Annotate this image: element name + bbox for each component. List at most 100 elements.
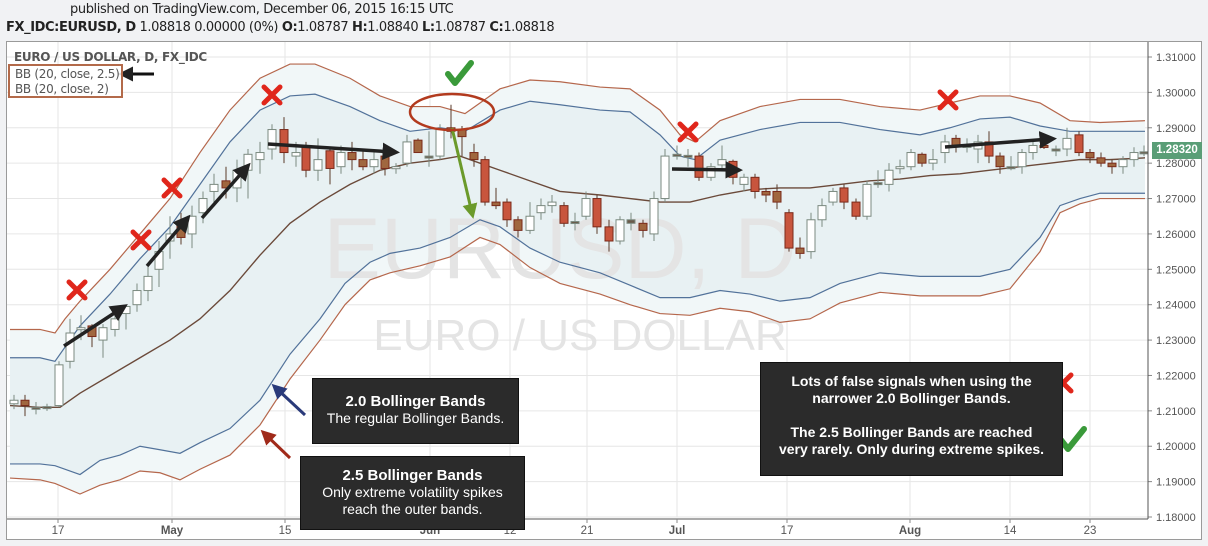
candle-body[interactable] <box>54 364 64 407</box>
note-title: 2.5 Bollinger Bands <box>342 467 483 484</box>
candle-body[interactable] <box>301 146 311 171</box>
candle-body[interactable] <box>660 155 670 200</box>
trend-arrow <box>944 131 1057 149</box>
candle-body[interactable] <box>209 183 219 192</box>
candle-body[interactable] <box>1129 152 1139 161</box>
candle-body[interactable] <box>291 152 301 157</box>
candle-body[interactable] <box>917 153 927 164</box>
candle-body[interactable] <box>424 155 434 159</box>
candle-body[interactable] <box>795 247 805 254</box>
candle-body[interactable] <box>1017 152 1027 168</box>
candle-body[interactable] <box>132 290 142 306</box>
candle-body[interactable] <box>828 190 838 203</box>
candle-body[interactable] <box>739 176 749 185</box>
cross-icon <box>937 89 959 111</box>
candle-body[interactable] <box>469 152 479 161</box>
candle-body[interactable] <box>187 215 197 235</box>
candle-body[interactable] <box>255 152 265 161</box>
candle-body[interactable] <box>325 150 335 169</box>
candle-body[interactable] <box>995 155 1005 168</box>
candle-body[interactable] <box>413 139 423 154</box>
candle-body[interactable] <box>198 198 208 214</box>
candle-body[interactable] <box>98 327 108 341</box>
candle-body[interactable] <box>267 129 277 150</box>
candle-body[interactable] <box>391 166 401 170</box>
candle-body[interactable] <box>884 169 894 185</box>
candle-body[interactable] <box>1085 152 1095 159</box>
candle-body[interactable] <box>638 222 648 231</box>
candle-body[interactable] <box>1139 151 1149 155</box>
candle-body[interactable] <box>1051 148 1061 152</box>
candle-body[interactable] <box>559 205 569 224</box>
candle-body[interactable] <box>839 187 849 203</box>
candle-body[interactable] <box>491 201 501 207</box>
legend-item-bb-2[interactable]: BB (20, close, 2) <box>15 82 109 96</box>
candle-body[interactable] <box>581 198 591 217</box>
candle-body[interactable] <box>336 152 346 168</box>
candle-body[interactable] <box>694 155 704 178</box>
candle-body[interactable] <box>706 166 716 178</box>
candle-body[interactable] <box>1062 137 1072 150</box>
candle-body[interactable] <box>626 219 636 224</box>
watermark-name: EURO / US DOLLAR <box>373 311 786 360</box>
candle-body[interactable] <box>1028 144 1038 154</box>
y-axis-label: 1.24000 <box>1156 300 1196 312</box>
x-axis-label: 15 <box>279 525 292 537</box>
bb-2-5-lower-line <box>9 197 1145 495</box>
candle-body[interactable] <box>604 226 614 242</box>
candle-body[interactable] <box>358 159 368 168</box>
candle-body[interactable] <box>42 406 52 410</box>
candle-body[interactable] <box>862 183 872 217</box>
candle-body[interactable] <box>806 219 816 253</box>
candle-body[interactable] <box>1006 166 1016 170</box>
candle-body[interactable] <box>1118 159 1128 168</box>
candle-body[interactable] <box>121 305 131 315</box>
candle-body[interactable] <box>649 198 659 235</box>
candle-body[interactable] <box>547 201 557 207</box>
y-axis-label: 1.26000 <box>1156 229 1196 241</box>
candle-body[interactable] <box>1039 144 1049 148</box>
candle-body[interactable] <box>895 166 905 170</box>
candle-body[interactable] <box>817 205 827 221</box>
candle-body[interactable] <box>570 221 580 225</box>
y-axis-label: 1.21000 <box>1156 406 1196 418</box>
candle-body[interactable] <box>525 215 535 231</box>
candle-body[interactable] <box>9 399 19 405</box>
candle-body[interactable] <box>313 159 323 171</box>
candle-body[interactable] <box>513 219 523 231</box>
candle-body[interactable] <box>536 205 546 214</box>
candle-body[interactable] <box>502 201 512 221</box>
candle-body[interactable] <box>143 275 153 292</box>
candle-body[interactable] <box>851 201 861 217</box>
candle-body[interactable] <box>76 327 86 331</box>
y-axis-label: 1.31000 <box>1156 52 1196 64</box>
candle-body[interactable] <box>873 182 883 186</box>
candle-body[interactable] <box>761 190 771 196</box>
candle-body[interactable] <box>928 159 938 164</box>
candle-body[interactable] <box>402 141 412 164</box>
candle-body[interactable] <box>772 190 782 203</box>
candle-body[interactable] <box>750 176 760 192</box>
candle-body[interactable] <box>480 159 490 203</box>
candle-body[interactable] <box>1074 134 1084 154</box>
candle-body[interactable] <box>369 159 379 168</box>
note-line: The regular Bollinger Bands. <box>326 410 505 426</box>
candle-body[interactable] <box>672 153 682 157</box>
candle-body[interactable] <box>20 399 30 407</box>
candle-body[interactable] <box>435 129 445 157</box>
candle-body[interactable] <box>717 159 727 166</box>
candle-body[interactable] <box>380 155 390 169</box>
candle-body[interactable] <box>279 129 289 154</box>
candle-body[interactable] <box>1107 162 1117 168</box>
candle-body[interactable] <box>347 152 357 161</box>
candle-body[interactable] <box>1096 157 1106 164</box>
candle-body[interactable] <box>906 152 916 168</box>
candle-body[interactable] <box>65 332 75 362</box>
candle-body[interactable] <box>31 406 41 410</box>
candle-body[interactable] <box>615 219 625 242</box>
candle-body[interactable] <box>110 318 120 330</box>
candle-body[interactable] <box>784 212 794 249</box>
legend-item-bb-2-5[interactable]: BB (20, close, 2.5) <box>15 67 120 81</box>
candle-body[interactable] <box>592 198 602 228</box>
candle-body[interactable] <box>683 154 693 158</box>
